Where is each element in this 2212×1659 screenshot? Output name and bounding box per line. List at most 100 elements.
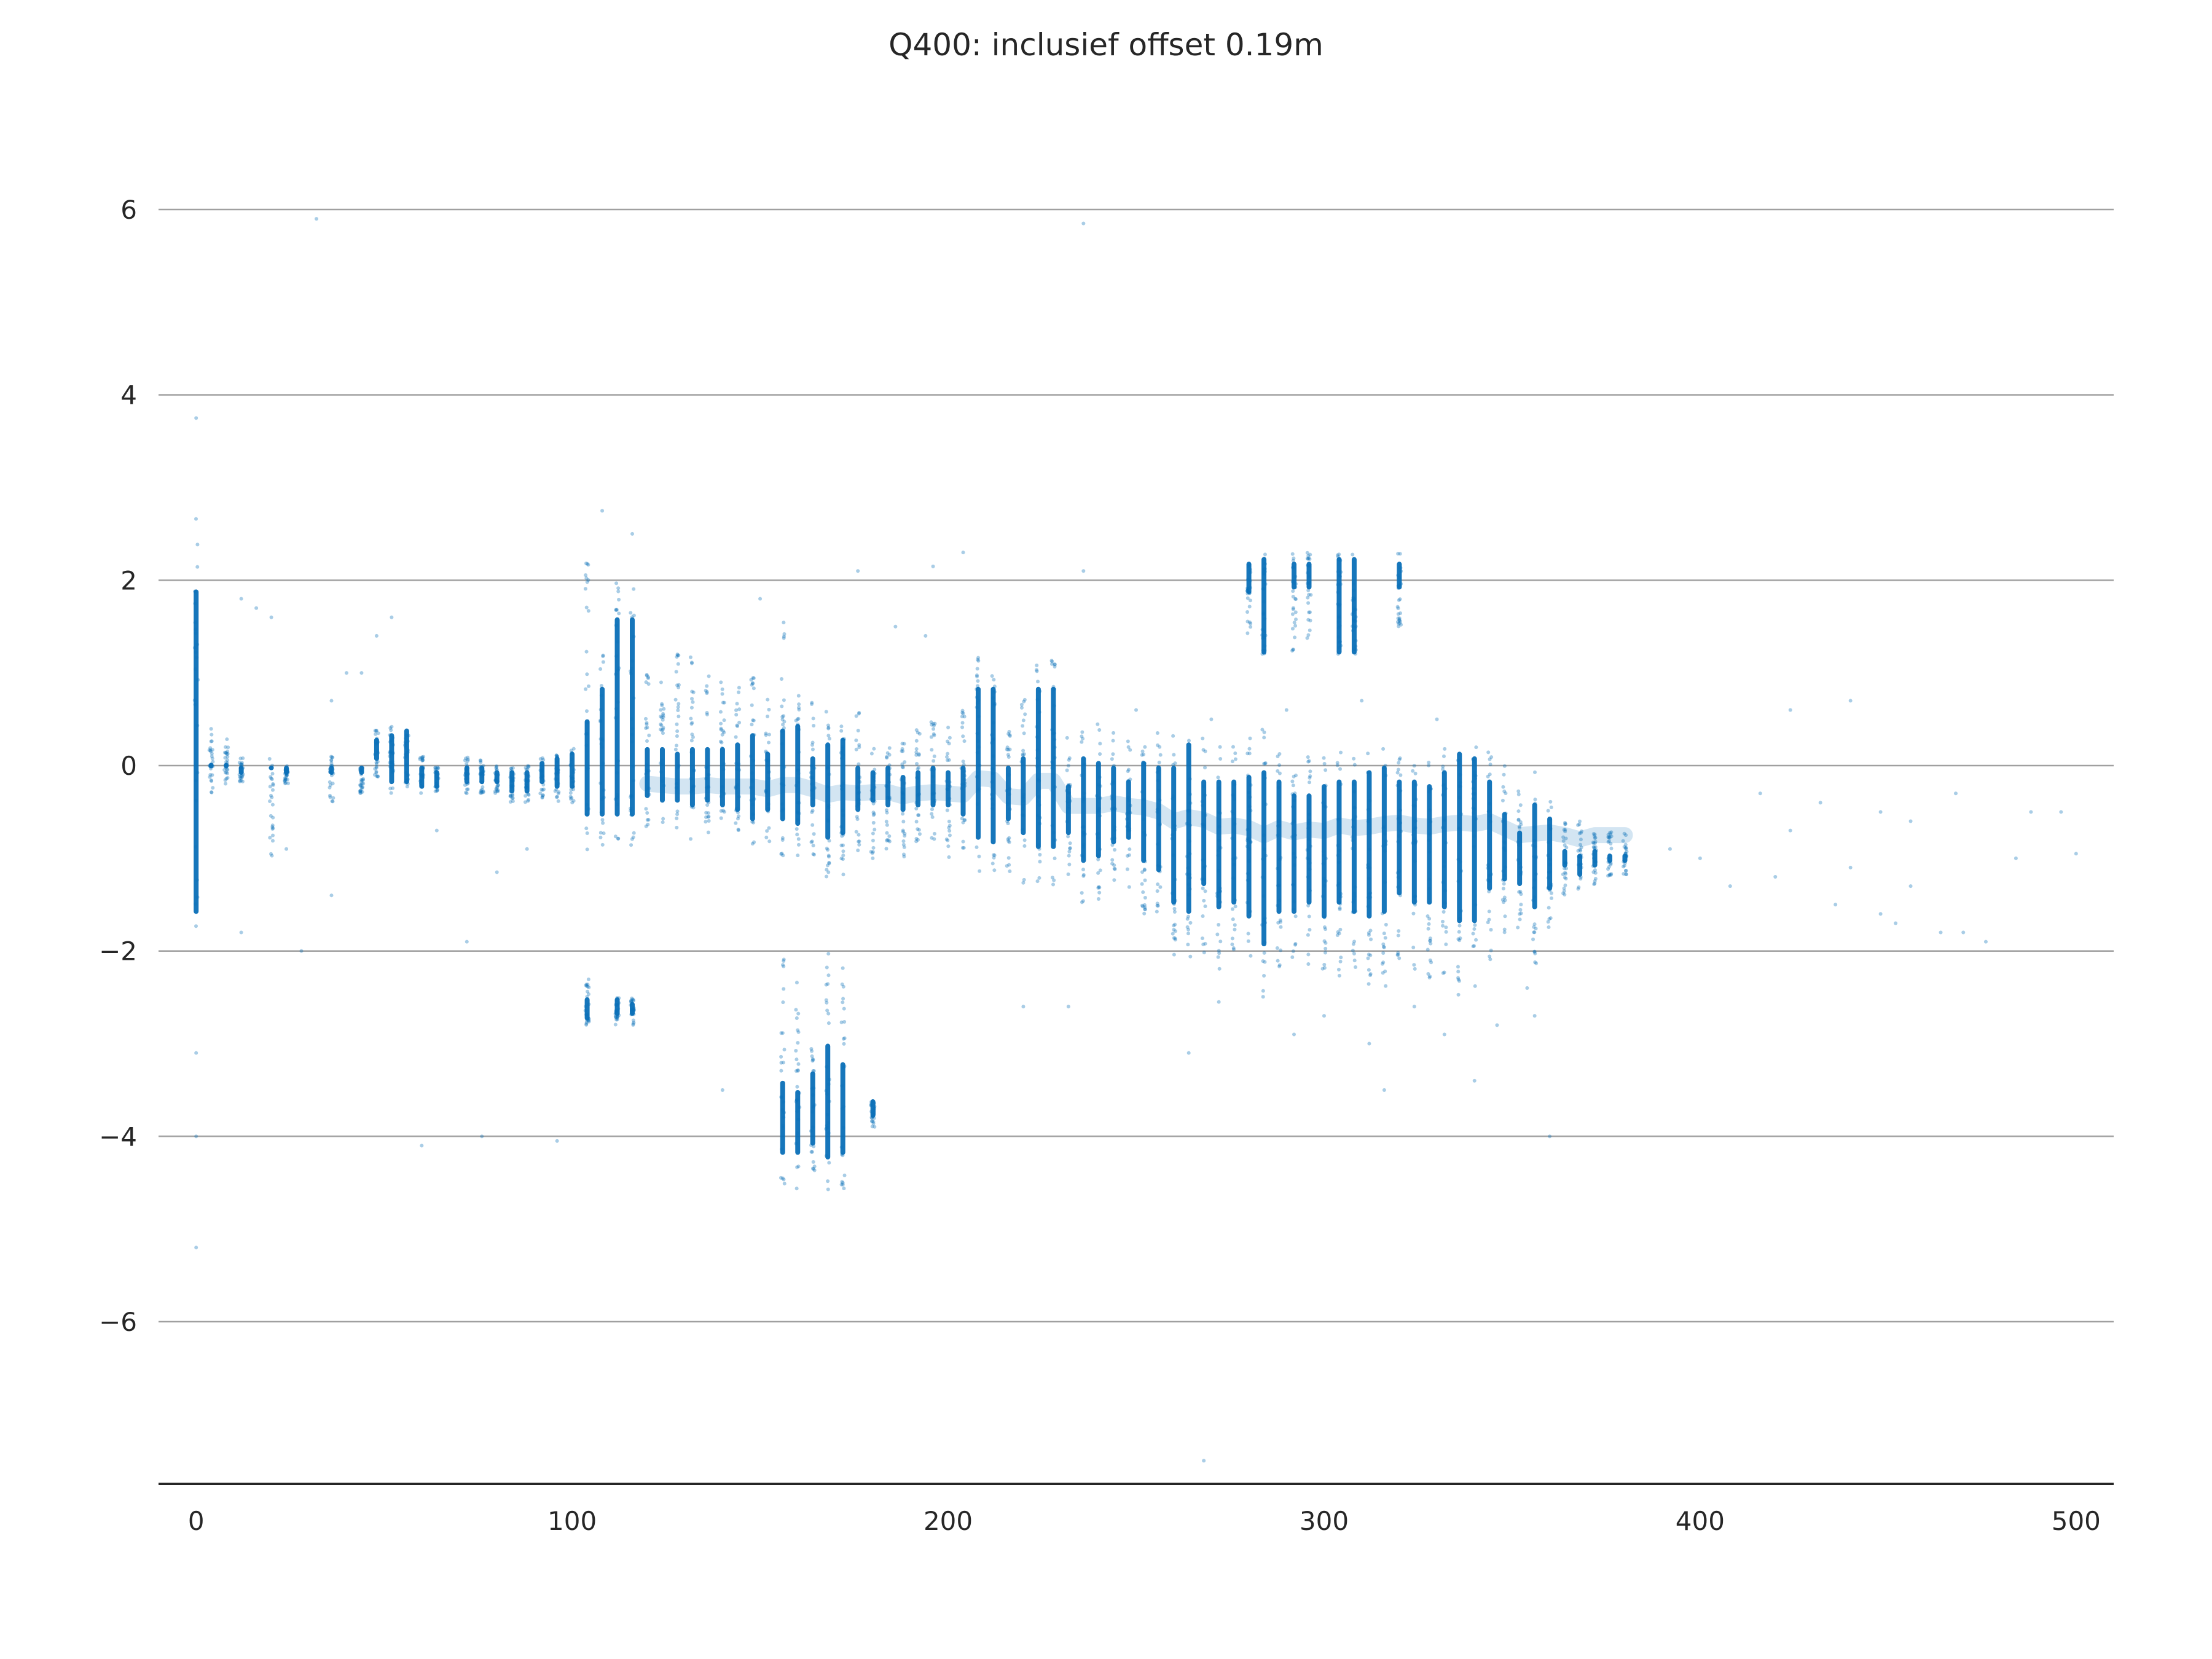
- scatter-point: [659, 708, 663, 712]
- scatter-point: [855, 817, 860, 822]
- scatter-point: [1067, 853, 1071, 858]
- scatter-point: [1306, 554, 1311, 558]
- scatter-point: [331, 755, 335, 759]
- scatter-point: [661, 820, 665, 825]
- scatter-point: [270, 795, 274, 799]
- scatter-point: [1155, 731, 1159, 735]
- scatter-point: [1306, 557, 1310, 561]
- scatter-point: [992, 853, 997, 858]
- scatter-point: [840, 982, 844, 987]
- scatter-point: [1306, 601, 1311, 605]
- scatter-point: [1396, 552, 1400, 556]
- scatter-point: [1625, 849, 1629, 853]
- scatter-point: [540, 788, 544, 792]
- scatter-point-column: [1141, 761, 1147, 863]
- scatter-point: [884, 808, 888, 812]
- scatter-point: [887, 746, 892, 750]
- scatter-point: [1457, 930, 1461, 934]
- scatter-point: [570, 796, 574, 800]
- scatter-point: [1277, 763, 1282, 767]
- scatter-point-column: [780, 1080, 785, 1155]
- scatter-point: [1307, 759, 1311, 763]
- scatter-point: [1606, 835, 1610, 839]
- scatter-point: [782, 1182, 786, 1186]
- scatter-point: [1186, 1051, 1191, 1055]
- scatter-point: [495, 764, 499, 769]
- scatter-point: [1339, 955, 1343, 960]
- scatter-point: [677, 702, 681, 706]
- scatter-point: [1067, 849, 1072, 853]
- scatter-point: [689, 739, 694, 743]
- scatter-point: [796, 1028, 800, 1032]
- scatter-point: [1441, 754, 1446, 758]
- scatter-point: [616, 1014, 620, 1019]
- scatter-point: [1246, 939, 1250, 943]
- scatter-point: [1279, 920, 1283, 924]
- scatter-point: [222, 750, 227, 755]
- scatter-point: [825, 874, 829, 879]
- scatter-point: [1245, 619, 1250, 624]
- scatter-point: [902, 742, 906, 746]
- scatter-point: [782, 987, 786, 991]
- scatter-point: [1338, 767, 1343, 771]
- scatter-point-column: [659, 747, 665, 803]
- scatter-point-column: [389, 733, 394, 785]
- scatter-point: [841, 1000, 845, 1005]
- scatter-point: [764, 836, 769, 840]
- scatter-point: [659, 715, 664, 720]
- scatter-point: [583, 587, 587, 591]
- scatter-point: [675, 812, 680, 817]
- scatter-point: [661, 712, 665, 716]
- scatter-point: [854, 714, 858, 718]
- scatter-point: [675, 655, 679, 659]
- scatter-point: [1395, 771, 1400, 775]
- scatter-point: [1336, 930, 1340, 934]
- scatter-point: [1172, 927, 1176, 931]
- scatter-point: [975, 845, 979, 849]
- scatter-point: [1442, 970, 1446, 975]
- scatter-point: [1203, 889, 1207, 893]
- scatter-point: [857, 839, 861, 844]
- scatter-point: [826, 847, 830, 852]
- scatter-point: [1609, 834, 1614, 839]
- scatter-point: [598, 835, 603, 839]
- scatter-point: [1606, 840, 1610, 844]
- scatter-point: [1309, 593, 1313, 597]
- scatter-point: [946, 739, 950, 743]
- scatter-point: [1367, 931, 1371, 935]
- scatter-point: [538, 791, 543, 796]
- scatter-point: [241, 756, 245, 760]
- scatter-point: [226, 745, 230, 750]
- scatter-point: [960, 845, 965, 850]
- x-tick-labels: 0 100 200 300 400 500: [188, 1506, 2101, 1536]
- scatter-point: [374, 729, 378, 733]
- scatter-point: [240, 779, 245, 783]
- scatter-point: [1322, 963, 1327, 967]
- y-tick-label: −6: [99, 1307, 137, 1337]
- scatter-point: [662, 707, 666, 711]
- scatter-point-column: [1336, 779, 1342, 905]
- scatter-point: [1022, 838, 1027, 842]
- scatter-point: [210, 790, 214, 794]
- scatter-point: [435, 788, 439, 793]
- scatter-point-column: [1035, 686, 1041, 849]
- scatter-point: [1668, 847, 1672, 851]
- scatter-point: [1307, 914, 1311, 919]
- scatter-point: [810, 1057, 815, 1061]
- scatter-point: [1142, 752, 1146, 756]
- scatter-point: [644, 807, 648, 811]
- scatter-point: [1035, 669, 1039, 673]
- scatter-point: [1412, 764, 1416, 768]
- scatter-point: [238, 776, 243, 780]
- scatter-point-column: [795, 1089, 801, 1155]
- scatter-point: [870, 1119, 874, 1123]
- scatter-point: [1065, 768, 1069, 772]
- scatter-point: [1606, 867, 1610, 871]
- scatter-point: [1848, 699, 1853, 703]
- scatter-point: [1444, 925, 1448, 930]
- scatter-point: [1335, 761, 1339, 765]
- scatter-point: [796, 694, 801, 698]
- scatter-point: [1624, 845, 1628, 850]
- scatter-point: [826, 723, 830, 728]
- scatter-point: [286, 781, 291, 785]
